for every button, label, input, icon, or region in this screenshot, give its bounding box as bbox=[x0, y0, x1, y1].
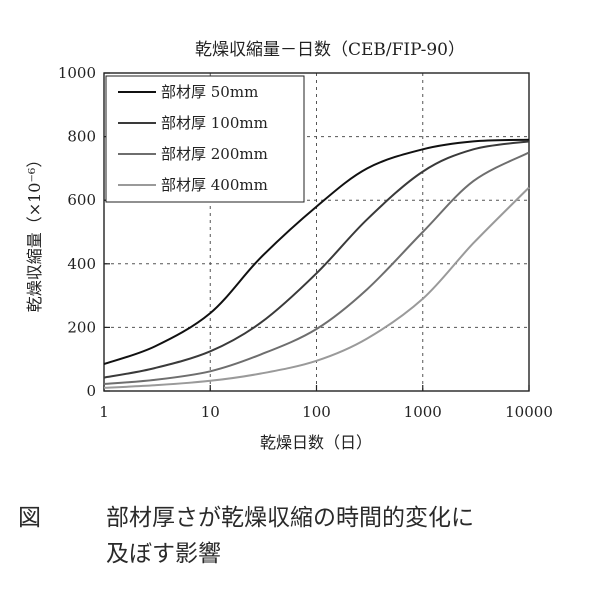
figure-label: 図 bbox=[18, 505, 41, 531]
x-tick-label: 1000 bbox=[404, 403, 442, 421]
y-axis-ticks: 0 200 400 600 800 1000 bbox=[58, 64, 110, 400]
series-line-2 bbox=[103, 140, 530, 379]
y-tick-label: 0 bbox=[86, 382, 96, 400]
shrinkage-chart: 乾燥収縮量－日数（CEB/FIP-90） 0 200 400 600 800 1000 1… bbox=[25, 40, 553, 452]
legend: 部材厚 50mm 部材厚 100mm 部材厚 200mm 部材厚 400mm bbox=[105, 75, 305, 203]
y-axis-label: 乾燥収縮量（×10⁻⁶） bbox=[25, 152, 44, 313]
series-line-3 bbox=[103, 151, 530, 385]
legend-label-4: 部材厚 400mm bbox=[161, 176, 268, 194]
series-lines bbox=[103, 138, 530, 389]
x-tick-label: 100 bbox=[302, 403, 331, 421]
legend-label-3: 部材厚 200mm bbox=[161, 145, 268, 163]
x-tick-label: 10000 bbox=[505, 403, 553, 421]
legend-box bbox=[105, 75, 305, 203]
legend-label-2: 部材厚 100mm bbox=[161, 114, 268, 132]
x-tick-label: 10 bbox=[201, 403, 220, 421]
chart-title: 乾燥収縮量－日数（CEB/FIP-90） bbox=[195, 40, 465, 60]
series-line-4 bbox=[103, 186, 530, 389]
caption-line-2: 及ぼす影響 bbox=[106, 541, 221, 567]
y-tick-label: 600 bbox=[67, 191, 96, 209]
series-line-1 bbox=[103, 138, 530, 365]
legend-label-1: 部材厚 50mm bbox=[161, 83, 258, 101]
x-tick-label: 1 bbox=[99, 403, 109, 421]
x-axis-label: 乾燥日数（日） bbox=[260, 433, 372, 452]
y-tick-label: 400 bbox=[67, 255, 96, 273]
x-axis-ticks: 1 10 100 1000 10000 bbox=[99, 385, 553, 421]
y-tick-label: 200 bbox=[67, 318, 96, 336]
y-tick-label: 800 bbox=[67, 128, 96, 146]
caption-line-1: 部材厚さが乾燥収縮の時間的変化に bbox=[106, 505, 474, 531]
figure-caption: 図 部材厚さが乾燥収縮の時間的変化に 及ぼす影響 bbox=[18, 500, 588, 572]
y-tick-label: 1000 bbox=[58, 64, 96, 82]
